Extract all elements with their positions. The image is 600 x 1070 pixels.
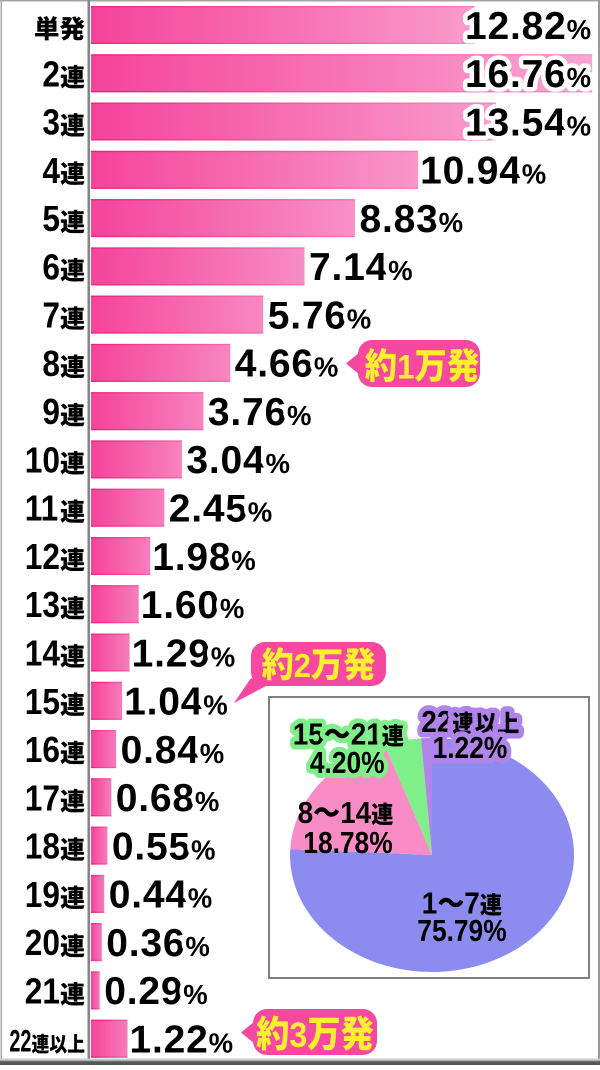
svg-text:13.54: 13.54 [465,101,567,144]
svg-text:8: 8 [298,796,314,831]
svg-text:%: % [220,593,244,624]
svg-text:0.84: 0.84 [121,729,200,772]
svg-text:0.55: 0.55 [112,825,191,868]
svg-text:%: % [248,497,272,528]
svg-text:21: 21 [25,972,60,1012]
svg-text:13: 13 [25,585,60,625]
svg-text:14: 14 [25,634,60,674]
svg-text:4.66: 4.66 [235,343,314,386]
svg-text:1: 1 [422,886,438,921]
svg-text:18: 18 [25,827,60,867]
svg-text:%: % [209,1028,233,1059]
svg-text:14: 14 [340,796,372,831]
svg-text:3.04: 3.04 [186,439,265,482]
svg-text:%: % [195,786,219,817]
svg-text:22: 22 [9,1023,31,1059]
svg-text:7: 7 [464,886,480,921]
svg-text:1.04: 1.04 [124,681,203,724]
svg-text:4: 4 [42,151,60,191]
svg-text:3: 3 [42,103,60,143]
svg-text:8.83: 8.83 [360,198,439,241]
svg-text:0.44: 0.44 [109,874,188,917]
svg-text:2: 2 [42,54,60,94]
svg-text:%: % [567,62,591,93]
svg-text:%: % [314,352,338,383]
svg-text:18.78%: 18.78% [303,826,392,860]
svg-text:%: % [522,159,546,190]
svg-text:%: % [388,255,412,286]
svg-text:16.76: 16.76 [465,53,567,96]
svg-text:19: 19 [25,875,60,915]
svg-text:5.76: 5.76 [268,294,347,337]
svg-text:%: % [191,834,215,865]
svg-text:0.36: 0.36 [106,922,185,965]
svg-text:%: % [211,641,235,672]
svg-text:7: 7 [42,296,60,336]
svg-text:7.14: 7.14 [309,246,388,289]
svg-text:11: 11 [25,489,58,529]
svg-text:9: 9 [42,392,60,432]
svg-text:%: % [183,979,207,1010]
svg-text:1.22: 1.22 [130,1019,209,1062]
svg-text:%: % [266,448,290,479]
svg-text:12: 12 [25,537,60,577]
svg-text:3: 3 [289,1017,307,1056]
svg-text:%: % [185,931,209,962]
svg-text:2.45: 2.45 [169,488,248,531]
svg-text:17: 17 [25,778,60,818]
svg-text:16: 16 [25,730,60,770]
svg-text:1.29: 1.29 [132,632,211,675]
svg-text:%: % [188,883,212,914]
svg-text:8: 8 [42,344,60,384]
svg-text:%: % [567,110,591,141]
svg-text:1.98: 1.98 [152,536,231,579]
svg-text:10.94: 10.94 [420,150,522,193]
svg-text:4.20%: 4.20% [310,746,385,780]
svg-text:20: 20 [25,923,60,963]
svg-text:3.76: 3.76 [208,391,287,434]
svg-text:5: 5 [42,199,60,239]
svg-text:%: % [203,690,227,721]
svg-text:%: % [200,738,224,769]
svg-text:12.82: 12.82 [465,5,567,48]
svg-text:75.79%: 75.79% [417,914,506,948]
svg-text:0.29: 0.29 [104,970,183,1013]
svg-text:15: 15 [25,682,60,722]
svg-text:1: 1 [397,347,414,386]
svg-text:6: 6 [42,248,60,288]
svg-text:1.22%: 1.22% [433,731,508,765]
svg-text:2: 2 [294,647,311,684]
svg-text:0.68: 0.68 [116,777,195,820]
svg-text:%: % [347,303,371,334]
svg-text:1.60: 1.60 [141,584,220,627]
svg-text:10: 10 [25,441,60,481]
svg-text:%: % [287,400,311,431]
svg-text:%: % [567,14,591,45]
svg-text:%: % [231,545,255,576]
svg-text:%: % [439,207,463,238]
